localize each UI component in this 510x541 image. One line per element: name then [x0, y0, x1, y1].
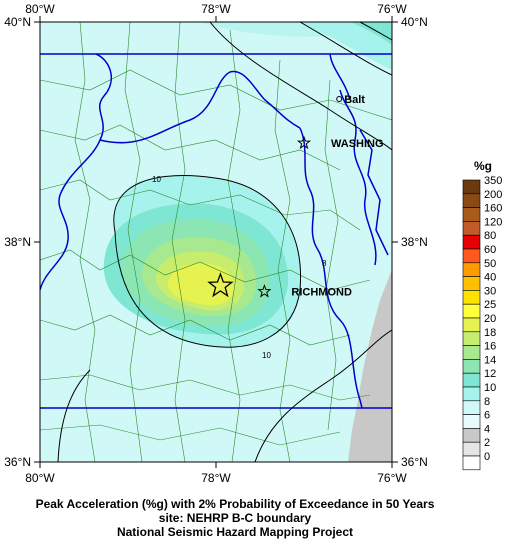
legend-label-60: 60	[484, 244, 496, 256]
ocean-area	[348, 270, 392, 462]
state-boundaries	[40, 53, 392, 409]
lat-label-left-40: 40°N	[4, 15, 31, 29]
city-label-balt: Balt	[344, 94, 365, 106]
caption-line-3: National Seismic Hazard Mapping Project	[116, 525, 354, 539]
legend-label-30: 30	[484, 285, 496, 297]
contour-label-8: 8	[322, 259, 327, 268]
map-markers: Balt WASHING RICHMOND	[207, 94, 384, 299]
hazard-bands	[103, 22, 392, 348]
city-label-washing: WASHING	[331, 138, 384, 150]
legend-label-14: 14	[484, 354, 496, 366]
legend-label-40: 40	[484, 272, 496, 284]
legend-swatch-12	[462, 372, 481, 388]
legend-swatch-16	[462, 345, 481, 360]
contour-label-10-south: 10	[262, 351, 271, 360]
lon-label-bottom-80: 80°W	[25, 471, 55, 485]
legend-swatch-0	[462, 455, 481, 471]
caption-line-2: site: NEHRP B-C boundary	[158, 511, 312, 525]
legend-label-10: 10	[484, 382, 496, 394]
lon-label-top-76: 76°W	[377, 2, 407, 16]
legend-label-6: 6	[484, 410, 490, 422]
legend-swatch-25	[462, 303, 481, 319]
city-marker-washing	[296, 135, 312, 150]
legend-swatch-2	[462, 441, 481, 457]
lat-label-right-40: 40°N	[401, 15, 428, 29]
legend-label-18: 18	[484, 327, 496, 339]
legend-label-20: 20	[484, 313, 496, 325]
legend-label-120: 120	[484, 216, 502, 228]
city-label-richmond: RICHMOND	[291, 287, 352, 299]
contour-lines	[57, 22, 392, 462]
graticule-ticks	[34, 16, 398, 468]
band-10-north	[300, 22, 392, 70]
legend-swatch-30	[462, 290, 481, 305]
legend-swatch-60	[462, 248, 481, 264]
legend-swatch-18	[462, 331, 481, 346]
county-boundaries	[40, 22, 392, 462]
legend-label-16: 16	[484, 341, 496, 353]
legend-label-200: 200	[484, 189, 502, 201]
caption: Peak Acceleration (%g) with 2% Probabili…	[0, 497, 470, 539]
legend-label-4: 4	[484, 423, 490, 435]
lon-label-top-80: 80°W	[25, 2, 55, 16]
legend-label-80: 80	[484, 230, 496, 242]
epicenter-star	[207, 272, 234, 298]
legend-label-2: 2	[484, 437, 490, 449]
legend-label-0: 0	[484, 451, 490, 463]
lon-label-bottom-76: 76°W	[377, 471, 407, 485]
legend-swatch-8	[462, 400, 481, 415]
city-marker-balt	[336, 96, 343, 102]
map-area	[40, 22, 392, 462]
legend-swatch-350	[462, 179, 481, 195]
legend-swatch-120	[462, 221, 481, 236]
legend-swatch-14	[462, 359, 481, 374]
lat-label-left-38: 38°N	[4, 235, 31, 249]
lon-label-bottom-78: 78°W	[201, 471, 231, 485]
legend-swatch-160	[462, 207, 481, 222]
legend-swatch-80	[462, 234, 481, 250]
caption-line-1: Peak Acceleration (%g) with 2% Probabili…	[35, 497, 435, 511]
lon-label-top-78: 78°W	[201, 2, 231, 16]
legend-swatch-50	[462, 262, 481, 277]
band-20	[167, 263, 235, 306]
legend-label-350: 350	[484, 175, 502, 187]
legend-label-160: 160	[484, 203, 502, 215]
legend-label-8: 8	[484, 396, 490, 408]
city-marker-richmond	[257, 284, 272, 298]
legend-swatch-40	[462, 276, 481, 291]
lat-label-right-38: 38°N	[401, 235, 428, 249]
legend-label-12: 12	[484, 368, 496, 380]
legend-title: %g	[474, 159, 492, 173]
legend-swatch-200	[462, 193, 481, 208]
legend-swatch-10	[462, 386, 481, 402]
legend-swatch-20	[462, 317, 481, 333]
lat-label-right-36: 36°N	[401, 455, 428, 469]
legend-swatch-6	[462, 414, 481, 429]
legend: %g 3502001601208060504030252018161412108…	[462, 159, 502, 471]
legend-swatch-4	[462, 428, 481, 443]
band-12-north	[350, 22, 392, 45]
lat-label-left-36: 36°N	[4, 455, 31, 469]
legend-label-50: 50	[484, 258, 496, 270]
contour-label-10-north: 10	[152, 175, 161, 184]
legend-label-25: 25	[484, 299, 496, 311]
